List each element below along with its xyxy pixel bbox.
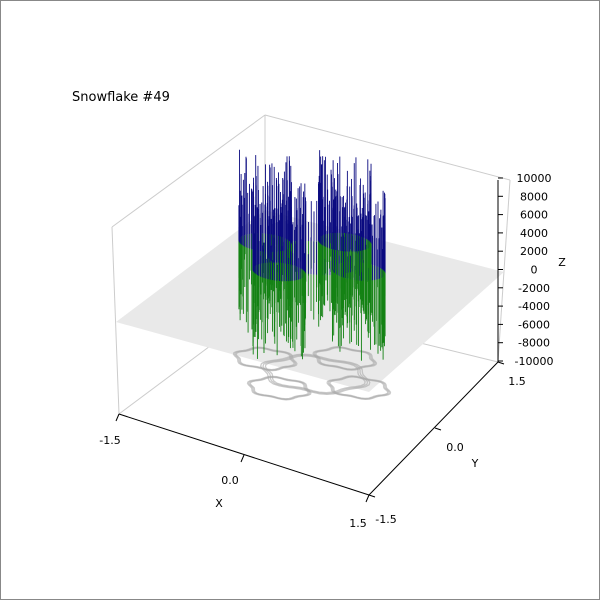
- z-tick-label: -4000: [518, 300, 550, 313]
- z-tick-label: 2000: [520, 245, 548, 258]
- z-tick-label: -8000: [518, 337, 550, 350]
- shadow-ring: [264, 355, 366, 394]
- x-tick-mark: [115, 413, 120, 422]
- z-tick-label: 0: [531, 264, 538, 277]
- z-axis-label: Z: [558, 256, 566, 269]
- y-tick-label: -1.5: [375, 513, 396, 526]
- y-axis-line: [368, 361, 499, 496]
- y-tick-label: 1.5: [508, 375, 526, 388]
- z-tick-label: 4000: [520, 227, 548, 240]
- shadow-projection: [232, 346, 392, 401]
- shadow-ring: [232, 346, 298, 372]
- shadow-ring: [246, 375, 312, 401]
- right-vertical-edge: [497, 179, 511, 363]
- z-tick-label: -6000: [518, 318, 550, 331]
- y-tick-label: 0.0: [446, 441, 464, 454]
- z-tick-label: -10000: [515, 355, 554, 368]
- x-tick-label: 0.0: [221, 474, 239, 487]
- shadow-ring: [259, 353, 371, 396]
- x-axis-label: X: [215, 497, 223, 510]
- x-tick-mark: [240, 454, 245, 463]
- z-axis: Z -10000 -8000 -6000 -4000 -2000 0 2000 4000 600…: [498, 172, 566, 368]
- back-edge-right: [264, 114, 511, 181]
- y-tick-mark: [368, 494, 376, 498]
- x-axis-line: [118, 413, 370, 496]
- y-tick-mark: [434, 427, 442, 431]
- chart-title: Snowflake #49: [72, 90, 170, 105]
- back-edge-left: [111, 114, 266, 228]
- left-vertical-edge: [111, 226, 120, 415]
- x-axis: -1.5 0.0 1.5 X: [99, 413, 370, 530]
- z-tick-label: -2000: [518, 282, 550, 295]
- z-tick-label: 6000: [520, 209, 548, 222]
- z-tick-label: 10000: [517, 172, 552, 185]
- y-axis: -1.5 0.0 1.5 Y: [368, 361, 526, 526]
- y-axis-label: Y: [471, 457, 479, 470]
- x-tick-mark: [365, 494, 370, 503]
- y-tick-mark: [497, 361, 505, 365]
- x-tick-label: -1.5: [99, 434, 120, 447]
- x-tick-label: 1.5: [349, 517, 367, 530]
- shadow-ring: [326, 375, 392, 401]
- axis-lines: [118, 180, 499, 496]
- stem-series: [238, 149, 386, 361]
- z-tick-label: 8000: [520, 190, 548, 203]
- zero-plane: [116, 210, 504, 392]
- shadow-ring: [312, 346, 378, 371]
- shadow-ring: [262, 354, 369, 395]
